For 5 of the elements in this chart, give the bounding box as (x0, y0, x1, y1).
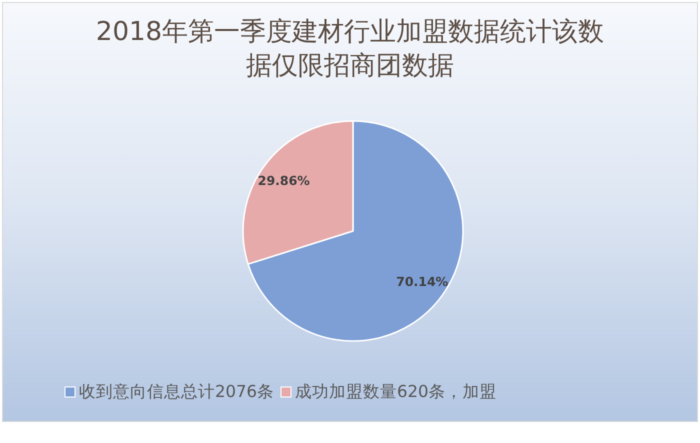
chart-title: 2018年第一季度建材行业加盟数据统计该数据仅限招商团数据 (94, 16, 606, 83)
legend-label: 收到意向信息总计2076条 (79, 381, 274, 403)
data-label: 29.86% (258, 172, 310, 188)
legend-label: 成功加盟数量620条，加盟 (295, 381, 496, 403)
data-label: 70.14% (396, 274, 449, 290)
